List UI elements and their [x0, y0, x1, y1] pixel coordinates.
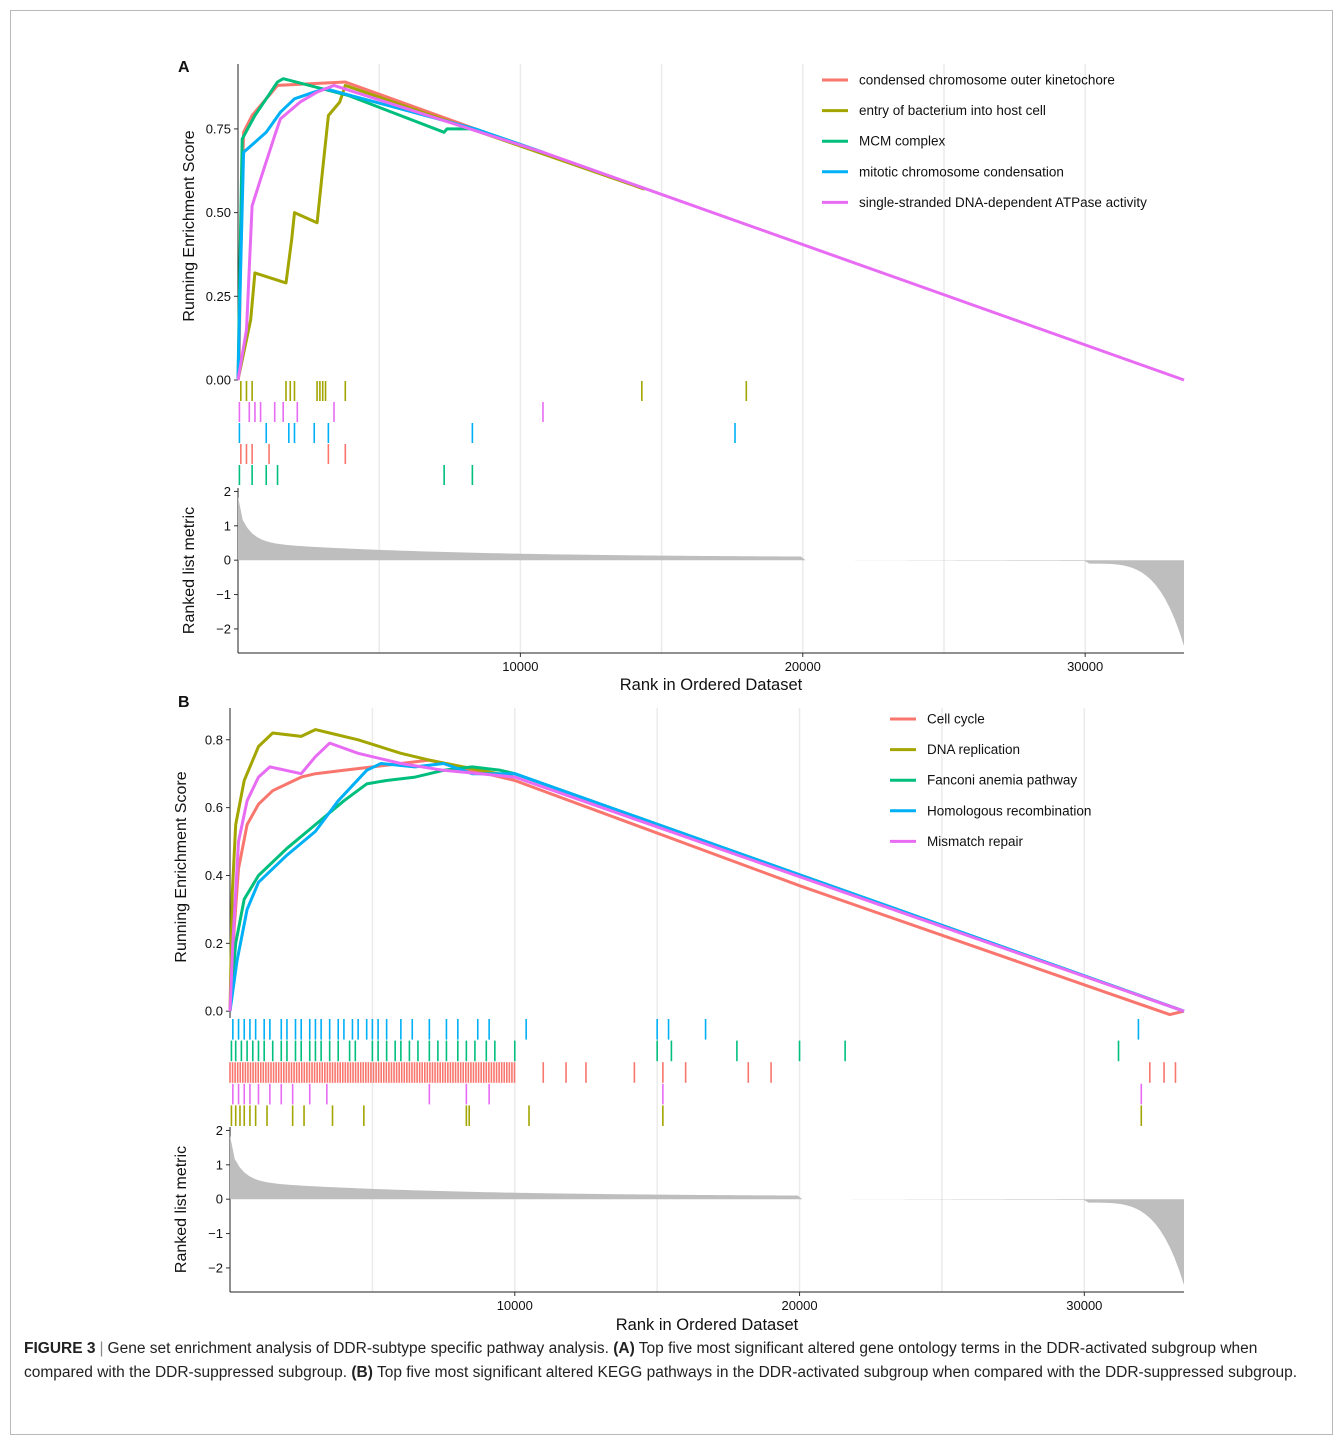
- legend-label-2: entry of bacterium into host cell: [859, 103, 1046, 118]
- legend-label-5: Mismatch repair: [927, 834, 1024, 849]
- legend-label-3: Fanconi anemia pathway: [927, 773, 1077, 788]
- figure-title: Gene set enrichment analysis of DDR-subt…: [107, 1340, 609, 1357]
- figure-caption: FIGURE 3 | Gene set enrichment analysis of…: [24, 1340, 1298, 1381]
- x-tick-label: 20000: [785, 659, 821, 674]
- metric-y-axis-label: Ranked list metric: [181, 507, 198, 634]
- figure-frame: [10, 10, 1333, 1435]
- figure-label: FIGURE 3: [24, 1340, 96, 1357]
- es-y-tick-label: 0.50: [206, 205, 231, 220]
- legend-label-4: mitotic chromosome condensation: [859, 164, 1064, 179]
- es-y-tick-label: 0.0: [205, 1004, 223, 1019]
- es-line-1: [228, 758, 1185, 1017]
- metric-y-tick-label: 1: [224, 518, 231, 533]
- metric-y-tick-label: 2: [216, 1123, 223, 1138]
- es-line-4: [236, 87, 544, 381]
- es-line-3: [228, 765, 1185, 1013]
- caption-b-tag: (B): [351, 1364, 373, 1381]
- metric-y-axis-label: Ranked list metric: [173, 1146, 190, 1273]
- x-axis-label: Rank in Ordered Dataset: [616, 1316, 799, 1330]
- legend-label-4: Homologous recombination: [927, 803, 1091, 818]
- metric-y-tick-label: −1: [208, 1226, 223, 1241]
- x-tick-label: 30000: [1066, 1298, 1102, 1313]
- panel-label: A: [178, 59, 190, 76]
- caption-b-text: Top five most significant altered KEGG p…: [376, 1364, 1298, 1381]
- es-line-2: [236, 83, 646, 381]
- es-y-tick-label: 0.4: [205, 868, 223, 883]
- x-axis-label: Rank in Ordered Dataset: [620, 676, 803, 694]
- es-line-1: [236, 80, 476, 381]
- es-line-5: [228, 741, 1185, 1013]
- metric-y-tick-label: 1: [216, 1157, 223, 1172]
- x-tick-label: 10000: [502, 659, 538, 674]
- es-y-tick-label: 0.00: [206, 373, 231, 388]
- metric-y-tick-label: 0: [216, 1192, 223, 1207]
- metric-y-tick-label: −2: [208, 1260, 223, 1275]
- legend-label-1: condensed chromosome outer kinetochore: [859, 73, 1115, 88]
- panel-b: [226, 708, 1185, 1296]
- panel-a: [234, 64, 1185, 657]
- x-tick-label: 20000: [781, 1298, 817, 1313]
- es-line-3: [236, 77, 544, 381]
- metric-y-tick-label: −2: [216, 621, 231, 636]
- es-y-tick-label: 0.6: [205, 800, 223, 815]
- panel-label: B: [178, 694, 190, 711]
- es-y-tick-label: 0.25: [206, 289, 231, 304]
- caption-a-text: Top five most significant altered gene o…: [24, 1340, 1258, 1381]
- es-y-axis-label: Running Enrichment Score: [181, 130, 198, 321]
- caption-a-tag: (A): [613, 1340, 635, 1357]
- legend-label-2: DNA replication: [927, 742, 1020, 757]
- es-y-axis-label: Running Enrichment Score: [173, 771, 190, 962]
- x-tick-label: 10000: [497, 1298, 533, 1313]
- metric-y-tick-label: 0: [224, 553, 231, 568]
- legend-label-5: single-stranded DNA-dependent ATPase act…: [859, 195, 1147, 210]
- es-y-tick-label: 0.75: [206, 121, 231, 136]
- es-line-5: [236, 83, 1185, 382]
- legend-label-1: Cell cycle: [927, 712, 985, 727]
- x-tick-label: 30000: [1067, 659, 1103, 674]
- metric-y-tick-label: −1: [216, 587, 231, 602]
- es-y-tick-label: 0.8: [205, 732, 223, 747]
- es-line-2: [228, 728, 516, 1012]
- es-y-tick-label: 0.2: [205, 936, 223, 951]
- metric-y-tick-label: 2: [224, 484, 231, 499]
- legend-label-3: MCM complex: [859, 134, 946, 149]
